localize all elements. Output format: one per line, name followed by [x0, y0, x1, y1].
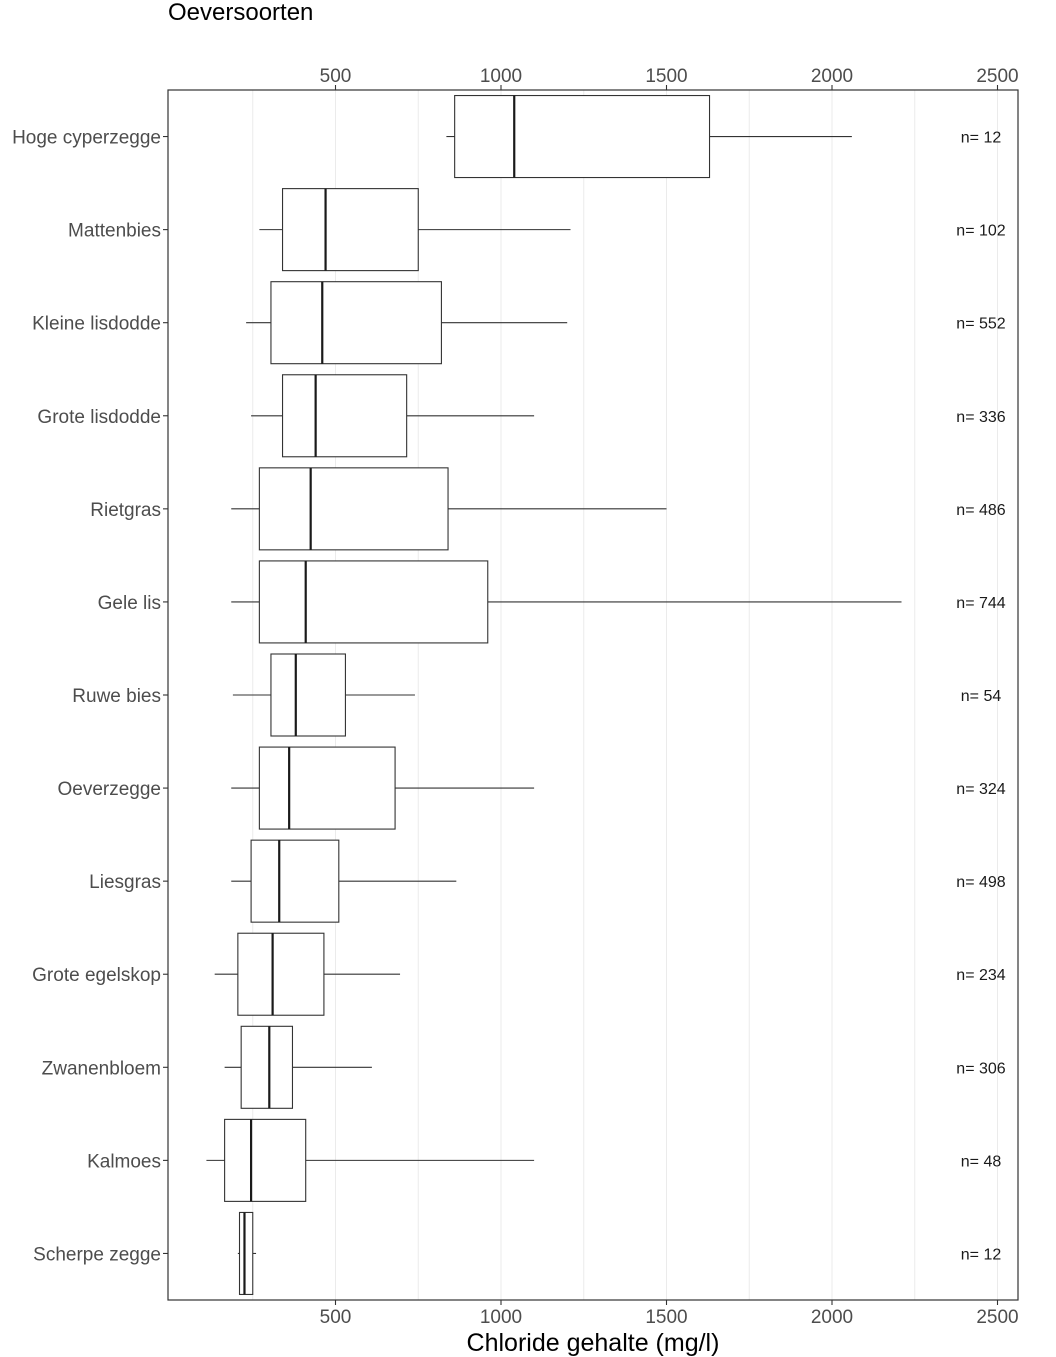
iqr-box — [224, 1118, 307, 1202]
n-label: n= 102 — [956, 223, 1005, 240]
category-label: Kleine lisdodde — [32, 314, 161, 335]
category-label: Grote lisdodde — [37, 407, 161, 428]
iqr-box — [281, 374, 408, 458]
category-label: Ruwe bies — [72, 686, 161, 707]
boxplot-oeverzegge — [231, 746, 535, 830]
category-label: Gele lis — [98, 593, 161, 614]
boxplot-gele-lis — [231, 560, 902, 644]
iqr-box — [238, 1211, 254, 1296]
iqr-box — [454, 94, 711, 179]
boxplot-mattenbies — [259, 188, 571, 272]
category-label: Scherpe zegge — [33, 1244, 161, 1265]
n-label: n= 12 — [961, 1246, 1002, 1263]
boxplot-ruwe-bies — [232, 653, 415, 737]
x-axis-title: Chloride gehalte (mg/l) — [467, 1329, 720, 1357]
x-tick-label-top: 2000 — [811, 66, 853, 87]
x-tick-label-bottom: 2500 — [976, 1307, 1018, 1328]
n-label: n= 744 — [956, 595, 1005, 612]
category-label: Mattenbies — [68, 221, 161, 242]
boxplot-liesgras — [231, 839, 457, 923]
category-label: Oeverzegge — [57, 779, 161, 800]
category-label: Rietgras — [90, 500, 161, 521]
iqr-box — [258, 560, 489, 644]
iqr-box — [237, 932, 325, 1016]
category-label: Hoge cyperzegge — [12, 128, 161, 149]
n-label: n= 498 — [956, 874, 1005, 891]
iqr-box — [258, 746, 396, 830]
x-tick-label-bottom: 1500 — [645, 1307, 687, 1328]
boxplot-grote-lisdodde — [251, 374, 535, 458]
category-label: Grote egelskop — [32, 965, 161, 986]
iqr-box — [281, 188, 419, 272]
n-label: n= 324 — [956, 781, 1005, 798]
iqr-box — [270, 281, 442, 365]
x-tick-label-top: 500 — [320, 66, 352, 87]
n-label: n= 306 — [956, 1060, 1005, 1077]
x-tick-label-bottom: 500 — [320, 1307, 352, 1328]
x-tick-label-top: 1500 — [645, 66, 687, 87]
category-label: Zwanenbloem — [42, 1058, 161, 1079]
chart-title: Oeversoorten — [168, 0, 313, 26]
boxplot-hoge-cyperzegge — [446, 94, 852, 179]
iqr-box — [270, 653, 346, 737]
boxplot-zwanenbloem — [224, 1025, 372, 1109]
x-tick-label-bottom: 1000 — [480, 1307, 522, 1328]
category-label: Liesgras — [89, 872, 161, 893]
category-label: Kalmoes — [87, 1151, 161, 1172]
x-tick-label-top: 1000 — [480, 66, 522, 87]
x-tick-label-top: 2500 — [976, 66, 1018, 87]
boxplot-grote-egelskop — [214, 932, 401, 1016]
boxplot-scherpe-zegge — [237, 1211, 257, 1296]
iqr-box — [250, 839, 340, 923]
n-label: n= 48 — [961, 1153, 1002, 1170]
boxplot-rietgras — [231, 467, 667, 551]
boxplot-kalmoes — [206, 1118, 535, 1202]
n-label: n= 234 — [956, 967, 1005, 984]
n-label: n= 336 — [956, 409, 1005, 426]
n-label: n= 12 — [961, 130, 1002, 147]
iqr-box — [258, 467, 449, 551]
n-label: n= 552 — [956, 316, 1005, 333]
box-layer — [206, 94, 902, 1296]
iqr-box — [240, 1025, 294, 1109]
x-tick-label-bottom: 2000 — [811, 1307, 853, 1328]
axis-layer: 500 500 1000 1000 1500 1500 2000 2000 2500 2500 Ho… — [12, 66, 1019, 1328]
boxplot-kleine-lisdodde — [246, 281, 568, 365]
n-label: n= 486 — [956, 502, 1005, 519]
n-label: n= 54 — [961, 688, 1002, 705]
